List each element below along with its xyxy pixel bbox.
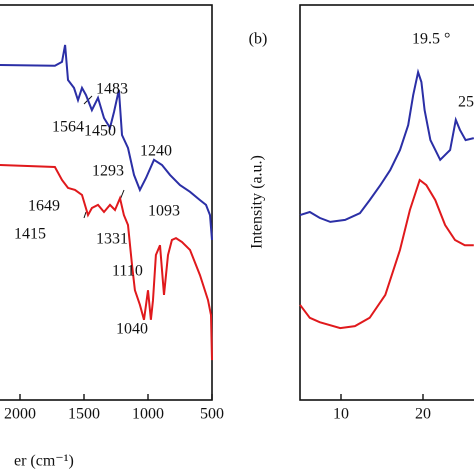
annotation: 1331 [96, 231, 128, 248]
arrow [83, 211, 87, 219]
annotation: 25 [458, 94, 474, 111]
annotation: 19.5 ° [412, 31, 450, 48]
line-series [0, 164, 213, 361]
x-axis-label: er (cm⁻¹) [14, 453, 74, 470]
annotation: 1293 [92, 163, 124, 180]
annotation: 1649 [28, 198, 60, 215]
annotation: 1110 [112, 263, 143, 280]
x-tick-label: 500 [200, 406, 224, 423]
x-tick-label: 2000 [4, 406, 36, 423]
annotation: 1093 [148, 203, 180, 220]
annotation: 1415 [14, 226, 46, 243]
annotation: 1564 [52, 119, 84, 136]
annotation: 1483 [96, 81, 128, 98]
x-tick-label: 20 [415, 406, 431, 423]
line-series [299, 68, 474, 223]
x-tick-label: 1000 [132, 406, 164, 423]
annotation-arrows [83, 95, 125, 219]
panel-label: (b) [249, 31, 268, 48]
x-tick-label: 1500 [68, 406, 100, 423]
annotation: 1450 [84, 123, 116, 140]
y-axis-label: Intensity (a.u.) [249, 155, 266, 249]
annotation: 1240 [140, 143, 172, 160]
annotation: 1040 [116, 321, 148, 338]
plot-frame [299, 4, 474, 401]
line-series [0, 44, 213, 241]
x-tick-label: 10 [333, 406, 349, 423]
line-series [299, 178, 474, 330]
